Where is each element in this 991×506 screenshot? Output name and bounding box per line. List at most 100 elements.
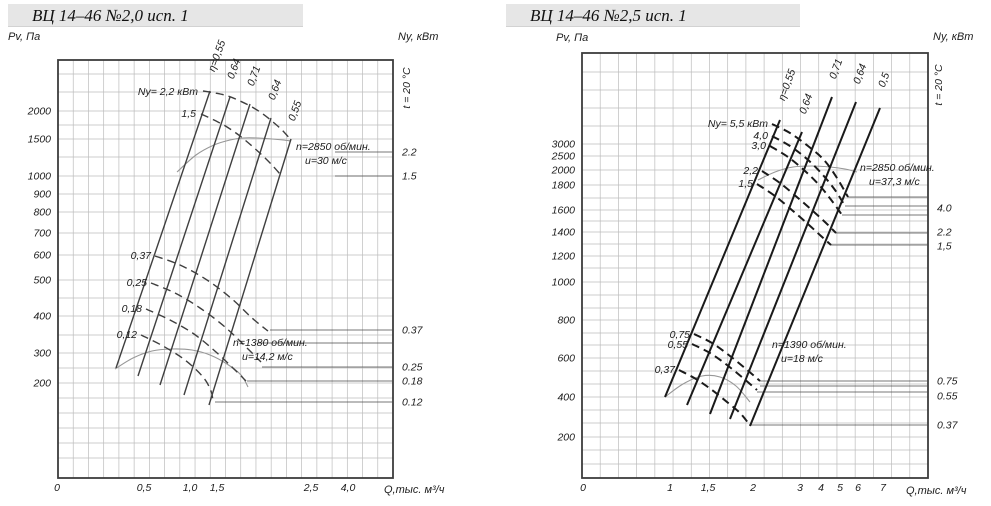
right-power-label: 0.18 [402, 376, 423, 388]
chart-title-left: ВЦ 14–46 №2,0 исп. 1 [32, 6, 189, 25]
eta-line [664, 119, 781, 398]
temperature-label: t = 20 °C [401, 67, 413, 109]
x-axis-label-right: Q,тыс. м³/ч [906, 485, 967, 497]
pressure-curve [664, 374, 751, 403]
y-axis-label-left: Pv, Па [8, 31, 41, 43]
power-curve [771, 123, 849, 198]
eta-label: 0,71 [827, 57, 845, 80]
eta-line [686, 131, 803, 406]
x-tick-label: 1 [667, 482, 673, 494]
power-curve [761, 170, 837, 234]
power-label: 3,0 [751, 140, 766, 152]
y-tick-label: 200 [556, 432, 575, 444]
y-tick-label: 400 [33, 311, 51, 323]
x-tick-label: 7 [880, 482, 887, 494]
pressure-curve [176, 137, 292, 173]
right-axis-label-left: Ny, кВт [398, 31, 439, 43]
right-power-label: 2.2 [936, 227, 952, 239]
x-axis-label-left: Q,тыс. м³/ч [384, 484, 445, 496]
power-curve [769, 145, 843, 216]
power-label: 4,0 [753, 130, 768, 142]
annotation: u=30 м/с [305, 155, 348, 167]
power-curve [154, 255, 269, 332]
power-label: 0,25 [127, 277, 148, 289]
y-tick-label: 1000 [552, 277, 576, 289]
chart-title-band-right: ВЦ 14–46 №2,5 исп. 1 [506, 4, 800, 27]
y-tick-label: 800 [33, 207, 51, 219]
annotation: u=18 м/с [781, 353, 824, 365]
plot-frame [57, 59, 394, 479]
power-label: 2,2 [742, 165, 758, 177]
y-tick-label: 2000 [551, 165, 576, 177]
y-tick-label: 1000 [28, 171, 52, 183]
right-power-label: 0.55 [937, 391, 958, 403]
eta-label: η=0,55 [776, 68, 798, 103]
power-curve [756, 183, 832, 246]
annotation: u=14,2 м/с [242, 351, 293, 363]
y-tick-label: 1500 [28, 134, 52, 146]
eta-label: 0,5 [876, 71, 892, 89]
annotation: n=2850 об/мин. [860, 162, 935, 174]
power-curve [691, 343, 758, 391]
x-tick-label: 1,5 [210, 482, 225, 494]
power-curve [150, 282, 262, 363]
right-power-label: 0.37 [937, 420, 959, 432]
power-label: 1,5 [738, 178, 753, 190]
annotation: n=1380 об/мин. [233, 337, 308, 349]
power-curve [200, 113, 281, 175]
eta-label: 0,64 [266, 78, 284, 101]
power-curve [140, 334, 214, 403]
pressure-curve [757, 165, 858, 181]
power-label: 0,12 [117, 329, 138, 341]
eta-label: 0,71 [245, 64, 263, 87]
right-power-label: 0.75 [937, 376, 958, 388]
power-curve [202, 90, 292, 141]
eta-line [137, 96, 231, 377]
eta-line [208, 138, 292, 406]
power-label: 0,75 [670, 329, 691, 341]
x-tick-label: 5 [837, 482, 843, 494]
y-tick-label: 1400 [552, 227, 576, 239]
right-power-label: 0.37 [402, 325, 424, 337]
y-axis-label-right: Pv, Па [556, 32, 589, 44]
power-label: 1,5 [181, 108, 196, 120]
power-label: Ny= 2,2 кВт [138, 86, 198, 98]
x-tick-label: 2,5 [303, 482, 319, 494]
eta-line [183, 117, 272, 396]
eta-line [709, 96, 833, 415]
annotation: n=1390 об/мин. [772, 339, 847, 351]
eta-line [729, 101, 857, 420]
power-label: 0,18 [122, 303, 143, 315]
annotation: u=37,3 м/с [869, 176, 920, 188]
x-tick-label: 0 [580, 482, 586, 494]
eta-line [115, 90, 211, 369]
eta-label: 0,64 [797, 92, 815, 115]
chart-title-band-left: ВЦ 14–46 №2,0 исп. 1 [8, 4, 303, 27]
x-tick-label: 4,0 [341, 482, 356, 494]
y-tick-label: 3000 [552, 139, 576, 151]
power-curve [678, 369, 750, 425]
y-tick-label: 2000 [27, 106, 52, 118]
right-power-label: 4.0 [937, 203, 952, 215]
y-tick-label: 800 [557, 315, 575, 327]
eta-line [749, 107, 881, 427]
y-tick-label: 1800 [552, 180, 576, 192]
y-tick-label: 300 [33, 348, 51, 360]
y-tick-label: 1600 [552, 205, 576, 217]
right-power-label: 2.2 [401, 147, 417, 159]
power-label: 0,37 [131, 250, 153, 262]
y-tick-label: 600 [557, 353, 575, 365]
right-power-label: 0.12 [402, 397, 423, 409]
eta-line [159, 103, 251, 386]
plot-frame [581, 52, 929, 479]
chart-title-right: ВЦ 14–46 №2,5 исп. 1 [530, 6, 687, 25]
power-curve [693, 333, 761, 382]
x-tick-label: 2 [749, 482, 756, 494]
power-curve [771, 135, 846, 207]
y-tick-label: 200 [32, 378, 51, 390]
right-power-label: 0.25 [402, 362, 423, 374]
x-tick-label: 1,0 [183, 482, 198, 494]
x-tick-label: 0,5 [137, 482, 152, 494]
